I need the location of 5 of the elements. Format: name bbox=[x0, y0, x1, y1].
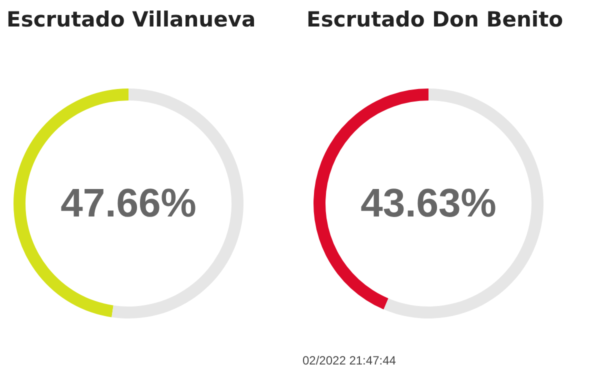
text: 02/2022 21:47:44 bbox=[302, 353, 396, 368]
chart-title: Escrutado Villanueva bbox=[6, 8, 256, 32]
data-label: 43.63% bbox=[360, 182, 496, 226]
chart-title: Escrutado Don Benito bbox=[306, 8, 564, 32]
data-label: 47.66% bbox=[60, 182, 196, 226]
